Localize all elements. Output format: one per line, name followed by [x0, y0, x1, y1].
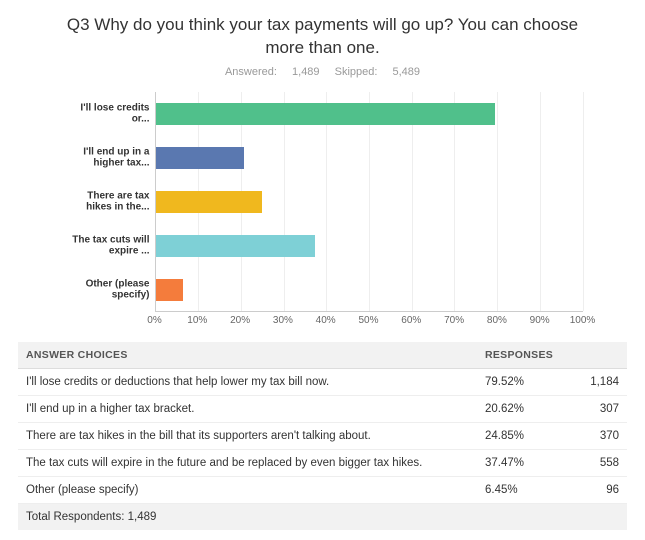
table-cell-percent: 24.85% — [477, 422, 557, 449]
question-title: Q3 Why do you think your tax payments wi… — [48, 14, 597, 60]
chart-x-tick: 0% — [147, 315, 161, 326]
chart-x-tick: 10% — [187, 315, 207, 326]
chart-row: I'll lose credits or... — [156, 101, 583, 127]
table-header-choices: ANSWER CHOICES — [18, 342, 477, 369]
chart-row: The tax cuts will expire ... — [156, 233, 583, 259]
table-row: Other (please specify)6.45%96 — [18, 476, 627, 503]
chart-gridline — [583, 92, 584, 311]
skipped-label: Skipped: — [335, 66, 378, 78]
table-row: I'll end up in a higher tax bracket.20.6… — [18, 395, 627, 422]
table-header-responses: RESPONSES — [477, 342, 627, 369]
chart-x-tick: 100% — [570, 315, 596, 326]
table-row: There are tax hikes in the bill that its… — [18, 422, 627, 449]
table-cell-count: 370 — [557, 422, 627, 449]
chart-row: I'll end up in a higher tax... — [156, 145, 583, 171]
chart-plot-area: I'll lose credits or... I'll end up in a … — [155, 92, 583, 312]
table-row: The tax cuts will expire in the future a… — [18, 449, 627, 476]
table-row: I'll lose credits or deductions that hel… — [18, 368, 627, 395]
table-cell-percent: 79.52% — [477, 368, 557, 395]
chart-bar — [156, 279, 184, 301]
chart-bar — [156, 235, 316, 257]
bar-chart: I'll lose credits or...I'll end up in a … — [63, 92, 583, 330]
chart-x-tick: 90% — [530, 315, 550, 326]
table-cell-percent: 6.45% — [477, 476, 557, 503]
chart-bar-label: I'll lose credits or... — [68, 102, 156, 125]
response-meta: Answered: 1,489 Skipped: 5,489 — [18, 66, 627, 78]
chart-bar — [156, 103, 496, 125]
skipped-count: 5,489 — [392, 66, 420, 78]
chart-x-tick: 70% — [444, 315, 464, 326]
chart-x-axis: 0%10%20%30%40%50%60%70%80%90%100% — [155, 312, 583, 330]
chart-bar-label: I'll end up in a higher tax... — [68, 146, 156, 169]
table-cell-label: Other (please specify) — [18, 476, 477, 503]
answered-count: 1,489 — [292, 66, 320, 78]
results-table: ANSWER CHOICES RESPONSES I'll lose credi… — [18, 342, 627, 530]
table-cell-label: I'll lose credits or deductions that hel… — [18, 368, 477, 395]
chart-x-tick: 50% — [358, 315, 378, 326]
table-cell-label: I'll end up in a higher tax bracket. — [18, 395, 477, 422]
chart-bar — [156, 147, 244, 169]
table-cell-percent: 20.62% — [477, 395, 557, 422]
chart-x-tick: 40% — [316, 315, 336, 326]
chart-x-tick: 20% — [230, 315, 250, 326]
chart-row: There are tax hikes in the... — [156, 189, 583, 215]
table-cell-count: 1,184 — [557, 368, 627, 395]
table-cell-percent: 37.47% — [477, 449, 557, 476]
chart-x-tick: 30% — [273, 315, 293, 326]
chart-x-tick: 60% — [401, 315, 421, 326]
chart-bar-label: Other (please specify) — [68, 278, 156, 301]
table-cell-label: The tax cuts will expire in the future a… — [18, 449, 477, 476]
table-cell-count: 96 — [557, 476, 627, 503]
chart-row: Other (please specify) — [156, 277, 583, 303]
answered-label: Answered: — [225, 66, 277, 78]
chart-x-tick: 80% — [487, 315, 507, 326]
table-cell-label: There are tax hikes in the bill that its… — [18, 422, 477, 449]
chart-bar-label: There are tax hikes in the... — [68, 190, 156, 213]
table-cell-count: 558 — [557, 449, 627, 476]
chart-bar — [156, 191, 262, 213]
table-cell-count: 307 — [557, 395, 627, 422]
chart-bar-label: The tax cuts will expire ... — [68, 234, 156, 257]
